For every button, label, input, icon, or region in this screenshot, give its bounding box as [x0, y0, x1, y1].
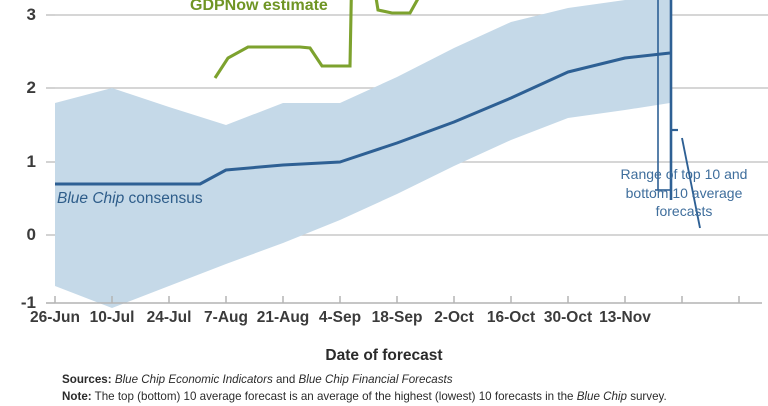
range-callout-label: Range of top 10 and bottom 10 average fo…: [608, 165, 760, 221]
x-axis: [54, 296, 762, 304]
x-axis-title: Date of forecast: [325, 347, 443, 364]
sources-italic-1: Blue Chip Economic Indicators: [114, 373, 273, 386]
y-tick-label-2: 2: [26, 78, 36, 97]
y-tick-label-3: 3: [26, 5, 36, 24]
x-tick-label-7-aug: 7-Aug: [204, 309, 248, 326]
blue-chip-label-rest: consensus: [124, 190, 203, 207]
x-tick-label-26-jun: 26-Jun: [30, 309, 80, 326]
x-tick-label-10-jul: 10-Jul: [89, 309, 135, 326]
x-tick-label-16-oct: 16-Oct: [486, 309, 536, 326]
x-tick-label-21-aug: 21-Aug: [256, 309, 310, 326]
note-text-b: survey.: [626, 389, 667, 403]
x-tick-label-30-oct: 30-Oct: [543, 309, 593, 326]
x-tick-label-13-nov: 13-Nov: [599, 309, 651, 326]
sources-line: Sources: Blue Chip Economic Indicators a…: [62, 372, 762, 389]
y-tick-label-0: 0: [26, 225, 36, 244]
sources-mid: and: [272, 373, 299, 386]
range-callout-line-2: bottom 10 average: [625, 184, 743, 201]
y-tick-label-neg1: -1: [20, 293, 36, 312]
blue-chip-label-italic: Blue Chip: [57, 190, 125, 207]
note-line: Note: The top (bottom) 10 average foreca…: [62, 389, 762, 406]
x-tick-label-4-sep: 4-Sep: [318, 309, 362, 326]
x-tick-label-24-jul: 24-Jul: [146, 309, 192, 326]
sources-label: Sources:: [62, 373, 112, 386]
y-tick-label-1: 1: [26, 152, 36, 171]
range-callout-line-1: Range of top 10 and: [620, 166, 748, 182]
gdpnow-estimate-label: GDPNow estimate: [190, 0, 328, 14]
y-ticks: [46, 14, 55, 304]
blue-chip-consensus-line: [55, 51, 671, 186]
range-callout-line-3: forecasts: [655, 203, 713, 220]
note-italic: Blue Chip: [576, 389, 627, 403]
x-tick-label-18-sep: 18-Sep: [371, 309, 423, 326]
note-label: Note:: [62, 389, 92, 403]
note-text-a: The top (bottom) 10 average forecast is …: [91, 389, 577, 403]
sources-italic-2: Blue Chip Financial Forecasts: [298, 373, 453, 386]
x-tick-label-2-oct: 2-Oct: [434, 309, 474, 326]
blue-chip-consensus-label: Blue Chip consensus: [57, 190, 203, 208]
gdpnow-estimate-line: [213, 0, 420, 79]
footnotes: Sources: Blue Chip Economic Indicators a…: [62, 372, 762, 406]
range-bracket: [655, 0, 701, 229]
